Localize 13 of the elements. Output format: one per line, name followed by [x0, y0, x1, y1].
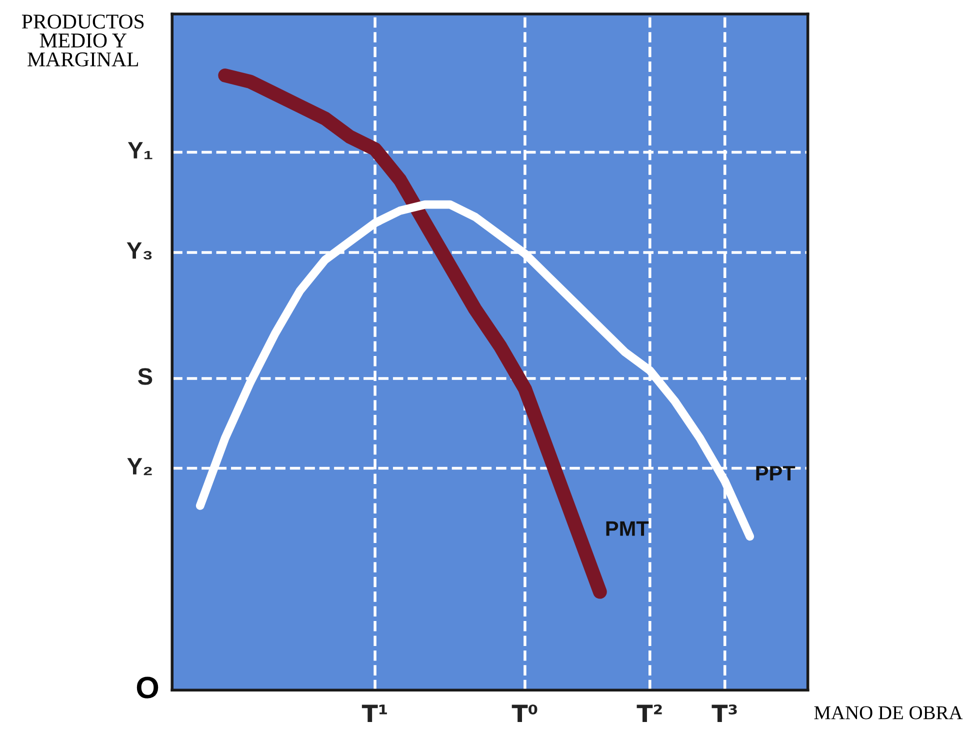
ref-line-label: Y₂ [127, 458, 152, 476]
ref-line-label: Y₁ [128, 142, 152, 160]
text: MANO DE OBRA [814, 706, 963, 720]
x-tick-label: T² [636, 704, 662, 722]
x-tick-label: T³ [712, 704, 737, 722]
ref-line-label: Y₃ [126, 242, 152, 260]
x-tick-label: T⁰ [512, 704, 538, 722]
y-axis-title: PRODUCTOS MEDIO Y MARGINAL [22, 14, 144, 66]
series-label: PPT [756, 466, 796, 480]
ref-line-label: S [138, 368, 152, 385]
x-tick-label: T¹ [362, 704, 387, 722]
text: O [136, 676, 158, 698]
series-label: PMT [606, 521, 649, 536]
